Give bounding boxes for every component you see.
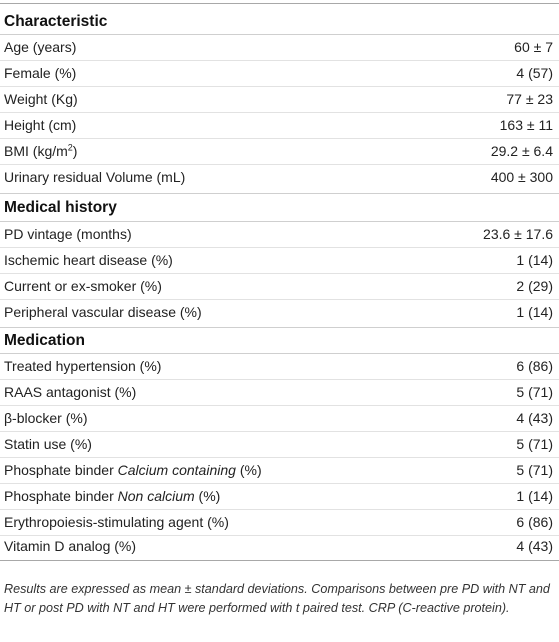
row-label: Treated hypertension (%) [4, 358, 162, 374]
row-divider [0, 60, 559, 61]
table-row: BMI (kg/m2) 29.2 ± 6.4 [0, 139, 559, 165]
section-divider [0, 34, 559, 35]
row-value: 4 (43) [516, 538, 553, 554]
table-row: Height (cm) 163 ± 11 [0, 113, 559, 139]
row-value: 6 (86) [516, 358, 553, 374]
row-divider [0, 457, 559, 458]
row-label: Age (years) [4, 39, 77, 55]
row-label: Weight (Kg) [4, 91, 78, 107]
label-suffix: (%) [194, 488, 221, 504]
row-value: 163 ± 11 [499, 117, 553, 133]
table-row: Ischemic heart disease (%) 1 (14) [0, 248, 559, 274]
table-row: Phosphate binder Non calcium (%) 1 (14) [0, 484, 559, 510]
row-divider [0, 535, 559, 536]
section-heading-characteristic: Characteristic [4, 13, 108, 30]
table-row: Peripheral vascular disease (%) 1 (14) [0, 300, 559, 326]
label-prefix: Phosphate binder [4, 462, 118, 478]
row-value: 1 (14) [516, 252, 553, 268]
section-heading-medication: Medication [4, 332, 85, 349]
row-divider [0, 138, 559, 139]
section-heading-medical-history: Medical history [4, 199, 117, 216]
row-label-phosphate-non-calcium: Phosphate binder Non calcium (%) [4, 488, 220, 504]
row-label: PD vintage (months) [4, 226, 132, 242]
row-value: 1 (14) [516, 304, 553, 320]
row-divider [0, 164, 559, 165]
row-label: RAAS antagonist (%) [4, 384, 137, 400]
row-value: 23.6 ± 17.6 [483, 226, 553, 242]
row-label-bmi: BMI (kg/m2) [4, 143, 77, 159]
row-label: Statin use (%) [4, 436, 92, 452]
row-divider [0, 509, 559, 510]
row-divider [0, 431, 559, 432]
table-top-rule [0, 3, 559, 4]
row-label: β-blocker (%) [4, 410, 88, 426]
row-label: Urinary residual Volume (mL) [4, 169, 186, 185]
row-divider [0, 405, 559, 406]
bmi-label-suffix: ) [72, 143, 78, 159]
row-divider [0, 273, 559, 274]
table-row: Vitamin D analog (%) 4 (43) [0, 534, 559, 560]
table-row: Treated hypertension (%) 6 (86) [0, 354, 559, 380]
row-value: 400 ± 300 [490, 169, 553, 185]
row-label: Current or ex-smoker (%) [4, 278, 162, 294]
row-value: 2 (29) [516, 278, 553, 294]
label-suffix: (%) [235, 462, 262, 478]
row-value: 6 (86) [516, 514, 553, 530]
row-divider [0, 86, 559, 87]
row-value: 5 (71) [516, 462, 553, 478]
row-value: 4 (57) [516, 65, 553, 81]
table-row: Urinary residual Volume (mL) 400 ± 300 [0, 165, 559, 191]
section-divider [0, 193, 559, 194]
row-divider [0, 112, 559, 113]
row-value: 29.2 ± 6.4 [490, 143, 553, 159]
table-row: β-blocker (%) 4 (43) [0, 406, 559, 432]
table-footnote: Results are expressed as mean ± standard… [4, 582, 550, 615]
table-row: Statin use (%) 5 (71) [0, 432, 559, 458]
table-row: Current or ex-smoker (%) 2 (29) [0, 274, 559, 300]
label-italic: Calcium containing [117, 462, 236, 478]
section-divider [0, 327, 559, 328]
table-row: RAAS antagonist (%) 5 (71) [0, 380, 559, 406]
row-value: 77 ± 23 [506, 91, 553, 107]
table-row: Phosphate binder Calcium containing (%) … [0, 458, 559, 484]
row-value: 5 (71) [516, 436, 553, 452]
row-value: 60 ± 7 [514, 39, 553, 55]
row-value: 5 (71) [516, 384, 553, 400]
section-divider [0, 221, 559, 222]
bmi-label-superscript: 2 [67, 142, 73, 153]
row-divider [0, 379, 559, 380]
section-divider [0, 353, 559, 354]
row-value: 1 (14) [516, 488, 553, 504]
row-divider [0, 483, 559, 484]
row-label: Erythropoiesis-stimulating agent (%) [4, 514, 229, 530]
row-label-phosphate-calcium: Phosphate binder Calcium containing (%) [4, 462, 262, 478]
table-row: Age (years) 60 ± 7 [0, 35, 559, 61]
row-label: Female (%) [4, 65, 77, 81]
bmi-label-text: BMI (kg/m [4, 143, 68, 159]
table-row: PD vintage (months) 23.6 ± 17.6 [0, 222, 559, 248]
row-label: Vitamin D analog (%) [4, 538, 137, 554]
table-row: Female (%) 4 (57) [0, 61, 559, 87]
row-label: Ischemic heart disease (%) [4, 252, 173, 268]
row-label: Height (cm) [4, 117, 77, 133]
label-italic: Non calcium [117, 488, 195, 504]
row-value: 4 (43) [516, 410, 553, 426]
table-bottom-rule [0, 560, 559, 561]
row-divider [0, 299, 559, 300]
label-prefix: Phosphate binder [4, 488, 118, 504]
row-label: Peripheral vascular disease (%) [4, 304, 202, 320]
row-divider [0, 247, 559, 248]
table-row: Erythropoiesis-stimulating agent (%) 6 (… [0, 510, 559, 536]
table-row: Weight (Kg) 77 ± 23 [0, 87, 559, 113]
